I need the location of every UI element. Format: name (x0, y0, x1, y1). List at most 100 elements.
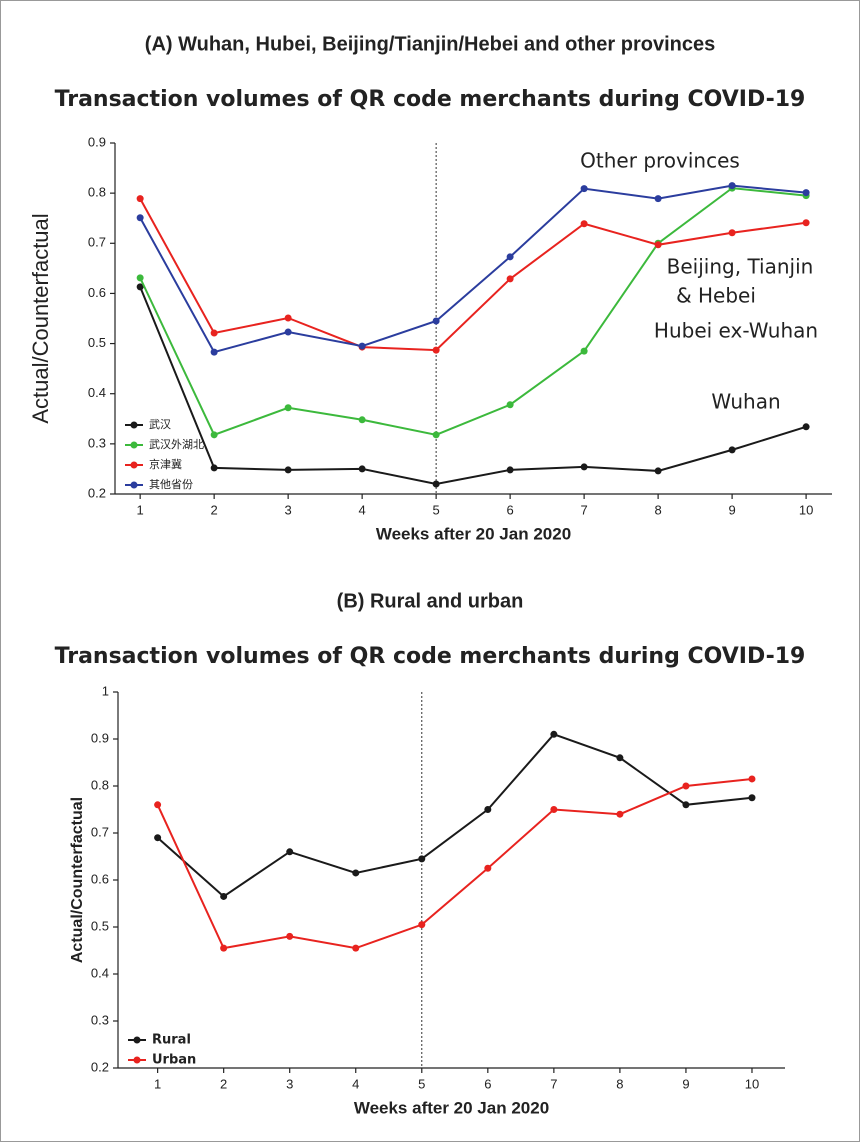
data-point (432, 431, 440, 439)
annotation: & Hebei (676, 284, 756, 308)
data-point (728, 182, 736, 190)
annotation: Hubei ex-Wuhan (654, 319, 818, 343)
legend-label: Rural (152, 1033, 191, 1048)
x-tick-label: 9 (682, 1076, 689, 1091)
data-point (506, 466, 514, 474)
x-tick-label: 4 (352, 1076, 359, 1091)
y-tick-label: 0.3 (88, 435, 106, 450)
data-point (550, 730, 558, 738)
data-point (284, 404, 292, 412)
data-point (418, 855, 426, 863)
data-point (210, 431, 218, 439)
data-point (220, 892, 228, 900)
data-point (616, 754, 624, 762)
data-point (682, 782, 690, 790)
data-point (284, 328, 292, 336)
x-tick-label: 10 (799, 502, 813, 517)
data-point (286, 848, 294, 856)
series-line (156, 733, 753, 898)
y-tick-label: 0.7 (91, 824, 109, 839)
data-point (748, 794, 756, 802)
data-point (284, 466, 292, 474)
x-tick-label: 2 (220, 1076, 227, 1091)
x-tick-label: 7 (581, 502, 588, 517)
data-point (580, 220, 588, 228)
data-point (654, 195, 662, 203)
y-tick-label: 0.3 (91, 1012, 109, 1027)
data-point (154, 834, 162, 842)
x-tick-label: 4 (359, 502, 366, 517)
data-point (210, 348, 218, 356)
data-point (802, 219, 810, 227)
panel-heading: (B) Rural and urban (337, 590, 524, 612)
data-point (506, 275, 514, 283)
data-point (654, 241, 662, 249)
x-tick-label: 9 (728, 502, 735, 517)
y-tick-label: 0.5 (88, 335, 106, 350)
legend-swatch (130, 481, 138, 489)
data-point (802, 189, 810, 197)
annotation: Beijing, Tianjin (667, 255, 814, 279)
y-tick-label: 0.6 (88, 285, 106, 300)
data-point (352, 869, 360, 877)
x-tick-label: 1 (154, 1076, 161, 1091)
legend-swatch (133, 1036, 141, 1044)
y-tick-label: 0.2 (91, 1059, 109, 1074)
data-point (506, 401, 514, 409)
y-axis-label: Actual/Counterfactual (28, 213, 53, 423)
data-point (616, 810, 624, 818)
data-point (286, 932, 294, 940)
data-point (358, 416, 366, 424)
data-point (802, 423, 810, 431)
data-point (580, 347, 588, 355)
data-point (136, 274, 144, 282)
data-point (210, 329, 218, 337)
x-tick-label: 1 (137, 502, 144, 517)
annotation: Other provinces (580, 149, 740, 173)
series-line (139, 187, 807, 437)
data-point (432, 346, 440, 354)
data-point (210, 464, 218, 472)
y-tick-label: 0.8 (88, 185, 106, 200)
panel-heading: (A) Wuhan, Hubei, Beijing/Tianjin/Hebei … (145, 33, 715, 55)
y-tick-label: 1 (102, 683, 109, 698)
data-point (358, 465, 366, 473)
data-point (136, 283, 144, 291)
y-tick-label: 0.4 (91, 965, 109, 980)
y-tick-label: 0.2 (88, 485, 106, 500)
data-point (358, 342, 366, 350)
x-axis-label: Weeks after 20 Jan 2020 (376, 524, 571, 543)
data-point (550, 806, 558, 813)
data-point (352, 944, 360, 952)
x-tick-label: 7 (550, 1076, 557, 1091)
data-point (220, 944, 228, 952)
x-tick-label: 3 (285, 502, 292, 517)
data-point (136, 214, 144, 222)
x-tick-label: 5 (418, 1076, 425, 1091)
x-tick-label: 10 (745, 1076, 759, 1091)
data-point (418, 921, 426, 929)
series-line (139, 184, 807, 354)
data-point (484, 806, 492, 813)
data-point (432, 480, 440, 488)
y-tick-label: 0.4 (88, 385, 106, 400)
series-line (139, 198, 807, 352)
data-point (728, 229, 736, 237)
x-tick-label: 8 (616, 1076, 623, 1091)
x-tick-label: 6 (484, 1076, 491, 1091)
legend-label: 其他省份 (149, 478, 193, 491)
chart-title: Transaction volumes of QR code merchants… (55, 644, 806, 669)
chart-title: Transaction volumes of QR code merchants… (55, 87, 806, 112)
annotation: Wuhan (711, 390, 780, 414)
data-point (284, 314, 292, 322)
data-point (136, 195, 144, 203)
y-tick-label: 0.8 (91, 777, 109, 792)
y-tick-label: 0.9 (91, 730, 109, 745)
y-tick-label: 0.6 (91, 871, 109, 886)
x-tick-label: 6 (507, 502, 514, 517)
data-point (580, 463, 588, 471)
series-line (156, 777, 753, 950)
y-tick-label: 0.5 (91, 918, 109, 933)
data-point (654, 467, 662, 475)
